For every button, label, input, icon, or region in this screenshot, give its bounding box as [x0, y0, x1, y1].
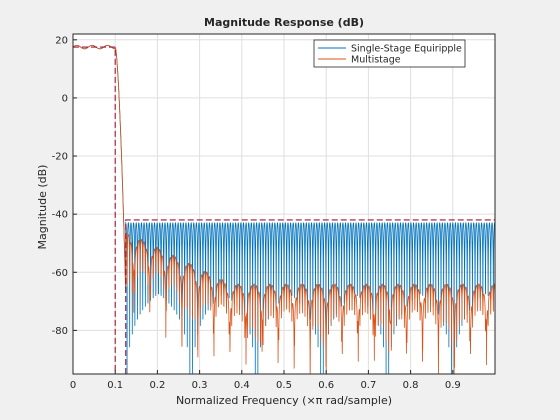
x-tick-label: 0.9 — [445, 380, 461, 391]
x-tick-label: 0.8 — [403, 380, 419, 391]
mask-layer — [73, 46, 495, 374]
x-tick-label: 0.6 — [318, 380, 334, 391]
legend-entry-label: Single-Stage Equiripple — [351, 44, 462, 55]
y-tick-label: -40 — [52, 210, 68, 221]
stopband-mask-line — [125, 219, 495, 374]
chart-title: Magnitude Response (dB) — [204, 16, 364, 29]
y-tick-label: -80 — [52, 326, 68, 337]
x-tick-label: 0.4 — [234, 380, 250, 391]
x-tick-label: 0.1 — [107, 380, 123, 391]
x-tick-label: 0.2 — [149, 380, 165, 391]
series-layer — [73, 44, 495, 374]
y-tick-label: 0 — [62, 93, 68, 104]
y-tick-label: -20 — [52, 152, 68, 163]
y-axis-label: Magnitude (dB) — [36, 165, 49, 250]
passband-mask-line — [73, 46, 116, 374]
legend-box — [313, 39, 466, 68]
x-tick-label: 0 — [70, 380, 76, 391]
x-tick-label: 0.7 — [360, 380, 376, 391]
y-tick-label: -60 — [52, 268, 68, 279]
x-tick-label: 0.3 — [192, 380, 208, 391]
x-tick-label: 0.5 — [276, 380, 292, 391]
y-tick-label: 20 — [55, 35, 68, 46]
axis-ticks: 0 0.1 0.2 0.3 0.4 0.5 0.6 0.7 0.8 0.9 20 0 -20 -40 -60… — [52, 35, 461, 391]
series-line-multistage — [73, 44, 495, 374]
legend-entry-label: Multistage — [351, 55, 401, 66]
x-axis-label: Normalized Frequency (×π rad/sample) — [176, 394, 392, 407]
